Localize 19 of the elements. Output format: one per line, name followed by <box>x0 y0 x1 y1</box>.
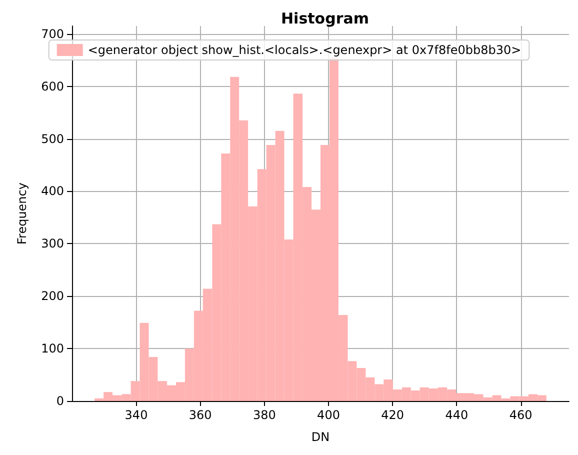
x-tick-label: 340 <box>124 408 148 422</box>
y-tick-label: 700 <box>41 26 64 41</box>
y-tick-label: 600 <box>41 79 64 94</box>
y-axis-title: Frequency <box>15 182 29 244</box>
y-tick-label: 100 <box>41 342 64 356</box>
y-tick-label: 300 <box>41 236 64 251</box>
x-tick-label: 360 <box>188 408 212 422</box>
x-tick-label: 460 <box>509 408 532 422</box>
x-tick-label: 440 <box>445 408 468 422</box>
y-tick-label: 400 <box>41 184 64 198</box>
x-axis-title: DN <box>311 430 330 444</box>
legend-label: <generator object show_hist.<locals>.<genexpr> at 0x7f8fe0bb8b30> <box>88 43 522 57</box>
x-tick-label: 380 <box>252 408 276 422</box>
y-tick-label: 200 <box>41 289 64 304</box>
y-tick-label: 500 <box>41 132 64 146</box>
x-tick-label: 400 <box>317 408 340 422</box>
x-tick-label: 420 <box>381 408 404 422</box>
y-tick-label: 0 <box>56 394 64 408</box>
chart-title: Histogram <box>281 10 369 28</box>
